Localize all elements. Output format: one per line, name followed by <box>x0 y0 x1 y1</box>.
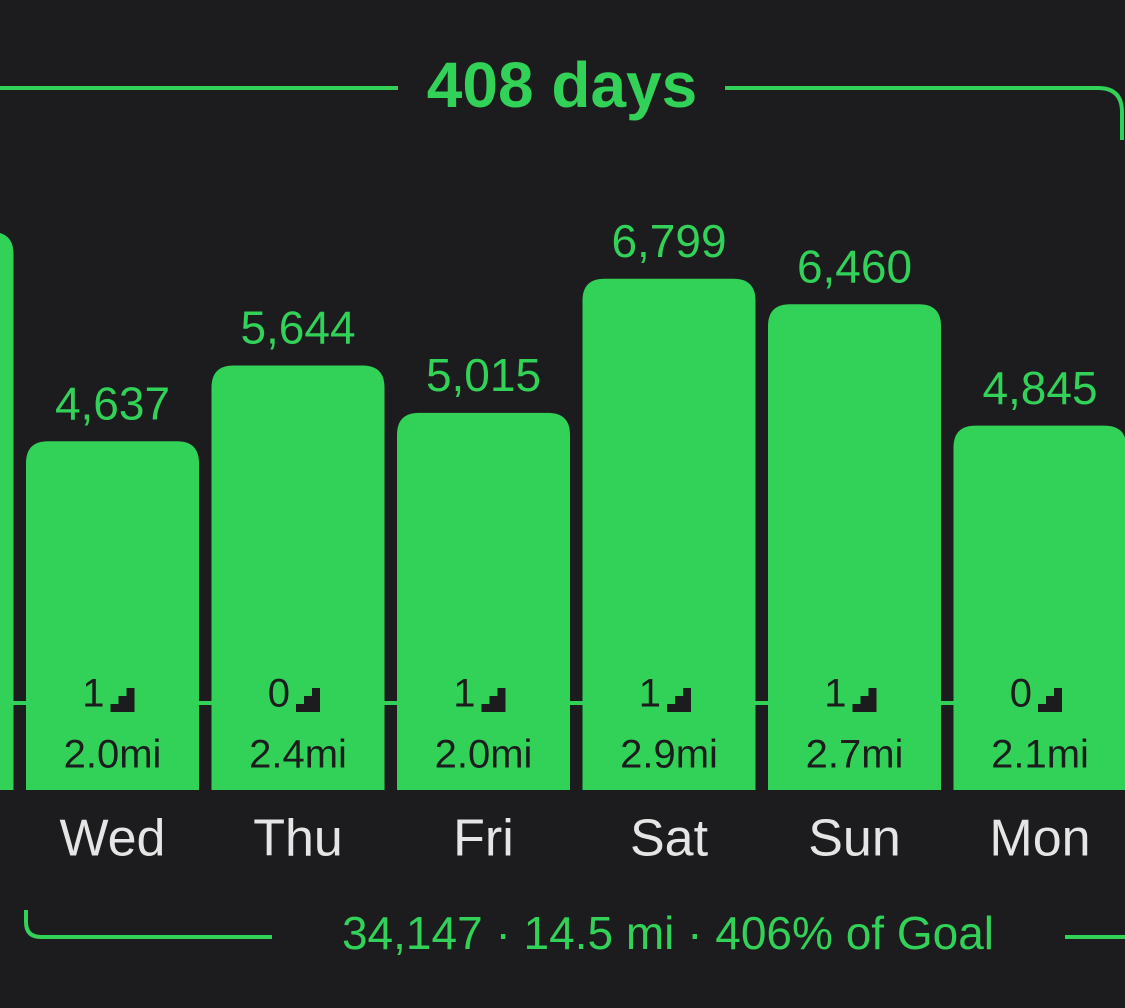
floors-count: 1 <box>824 672 846 716</box>
distance: 2.4mi <box>249 733 347 777</box>
x-tick-label: Wed <box>60 810 166 868</box>
bar <box>397 412 570 790</box>
x-tick-label: Mon <box>989 810 1090 868</box>
x-tick-label: Sun <box>808 810 901 868</box>
distance: 2.0mi <box>64 733 162 777</box>
summary-bracket <box>24 910 1125 939</box>
x-tick-label: Sat <box>630 810 709 868</box>
streak-frame <box>0 86 1124 140</box>
distance: 2.0mi <box>435 733 533 777</box>
floors-count: 0 <box>1010 672 1032 716</box>
floors-count: 1 <box>639 672 661 716</box>
bar <box>211 365 385 790</box>
distance: 2.1mi <box>991 733 1089 777</box>
x-tick-label: Fri <box>453 810 514 868</box>
floors-count: 1 <box>82 672 104 716</box>
value-label: 4,637 <box>55 377 170 429</box>
chart-title: 408 days <box>427 49 697 121</box>
floors-count: 1 <box>453 672 475 716</box>
distance: 2.9mi <box>620 733 718 777</box>
value-label: 5,015 <box>426 349 541 401</box>
bar <box>582 278 756 790</box>
stairs-icon <box>296 688 320 712</box>
distance: 2.7mi <box>806 733 904 777</box>
stairs-icon <box>481 688 506 712</box>
stairs-icon <box>110 688 135 712</box>
value-label: 5,644 <box>240 302 355 354</box>
stairs-icon <box>852 688 877 712</box>
bar <box>768 304 941 790</box>
value-label: 4,845 <box>982 362 1097 414</box>
bar <box>26 441 199 790</box>
stairs-icon <box>1038 688 1062 712</box>
summary: 34,147 · 14.5 mi · 406% of Goal <box>342 907 994 959</box>
bar <box>953 425 1125 790</box>
value-label: 6,460 <box>797 240 912 292</box>
x-tick-label: Thu <box>253 810 343 868</box>
stairs-icon <box>667 688 691 712</box>
value-label: 6,799 <box>611 215 726 267</box>
floors-count: 0 <box>268 672 290 716</box>
bar <box>0 233 14 790</box>
